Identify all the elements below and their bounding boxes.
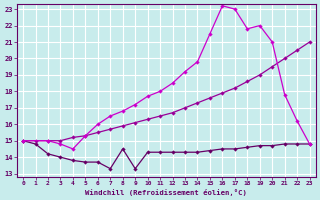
X-axis label: Windchill (Refroidissement éolien,°C): Windchill (Refroidissement éolien,°C) bbox=[85, 189, 247, 196]
